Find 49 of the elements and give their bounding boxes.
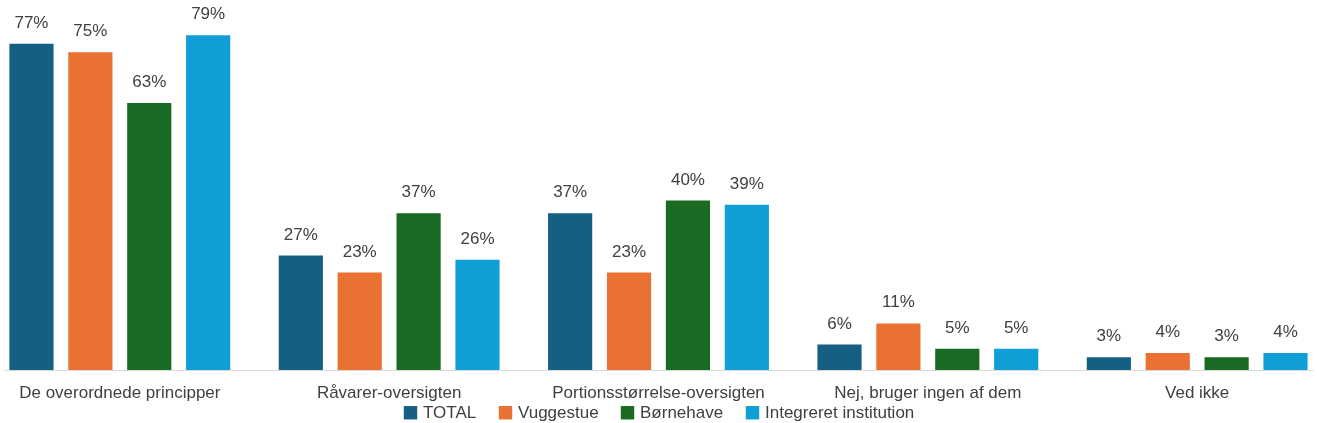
data-label: 79% — [191, 4, 226, 24]
legend-label: TOTAL — [423, 402, 477, 422]
data-label: 23% — [612, 241, 647, 261]
data-label: 37% — [553, 182, 588, 202]
bar — [396, 213, 441, 370]
bar — [665, 200, 711, 370]
data-label: 6% — [827, 313, 852, 333]
bar — [1204, 357, 1249, 370]
bar — [994, 348, 1039, 370]
data-label: 5% — [945, 317, 970, 337]
data-label: 39% — [729, 173, 764, 193]
x-tick-label: Nej, bruger ingen af dem — [834, 382, 1022, 402]
bar — [337, 272, 382, 370]
bar — [935, 348, 980, 370]
bar — [724, 204, 769, 370]
legend-label: Integreret institution — [765, 402, 915, 422]
x-tick-label: Ved ikke — [1165, 382, 1230, 402]
bar — [278, 255, 323, 370]
data-label: 5% — [1003, 317, 1029, 337]
legend-label: Vuggestue — [518, 402, 599, 422]
data-label: 27% — [283, 224, 318, 244]
data-label: 75% — [73, 21, 108, 41]
data-label: 3% — [1214, 326, 1239, 346]
data-label: 4% — [1273, 322, 1298, 342]
data-label: 40% — [670, 169, 705, 189]
bar — [68, 52, 113, 370]
data-label: 37% — [401, 182, 436, 202]
data-label: 26% — [460, 228, 495, 248]
bar — [9, 43, 54, 370]
bar — [817, 344, 862, 370]
x-tick-label: Portionsstørrelse-oversigten — [552, 382, 765, 402]
bar — [606, 272, 652, 370]
bar — [1086, 357, 1131, 370]
legend-label: Børnehave — [640, 402, 724, 422]
bar — [1145, 353, 1190, 370]
data-label: 4% — [1155, 322, 1181, 342]
bar — [548, 213, 593, 370]
bar — [127, 103, 172, 370]
data-label: 23% — [342, 241, 377, 261]
bar — [1263, 353, 1308, 370]
bar — [876, 323, 921, 370]
x-tick-label: Råvarer-oversigten — [316, 382, 462, 402]
data-label: 3% — [1096, 326, 1122, 346]
x-tick-label: De overordnede principper — [19, 382, 221, 402]
data-label: 63% — [132, 72, 167, 92]
data-label: 11% — [882, 292, 915, 312]
bar — [186, 35, 231, 370]
data-label: 77% — [14, 12, 49, 32]
bar — [455, 259, 500, 370]
